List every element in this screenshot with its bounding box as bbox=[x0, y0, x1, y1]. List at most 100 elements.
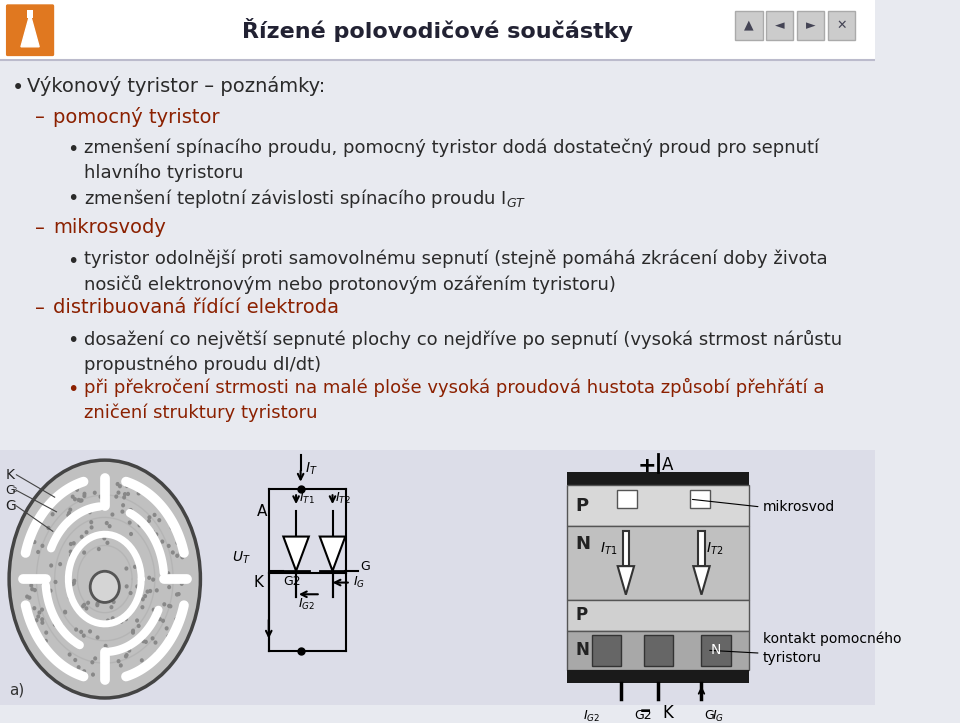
Circle shape bbox=[44, 575, 49, 579]
Circle shape bbox=[33, 540, 36, 544]
Circle shape bbox=[44, 581, 48, 585]
Circle shape bbox=[77, 546, 81, 550]
Circle shape bbox=[89, 520, 93, 524]
FancyBboxPatch shape bbox=[566, 526, 749, 599]
Circle shape bbox=[118, 484, 122, 488]
Circle shape bbox=[54, 580, 58, 584]
Circle shape bbox=[29, 583, 34, 588]
Circle shape bbox=[125, 566, 129, 570]
Circle shape bbox=[156, 547, 160, 552]
Ellipse shape bbox=[9, 460, 201, 698]
Circle shape bbox=[180, 581, 183, 586]
Circle shape bbox=[33, 588, 36, 592]
Circle shape bbox=[96, 636, 100, 640]
Text: a): a) bbox=[9, 683, 24, 698]
Circle shape bbox=[146, 589, 150, 594]
Circle shape bbox=[166, 571, 170, 576]
Circle shape bbox=[67, 511, 71, 515]
Circle shape bbox=[133, 565, 137, 569]
Circle shape bbox=[104, 650, 108, 654]
Circle shape bbox=[67, 652, 72, 656]
Circle shape bbox=[125, 484, 129, 488]
Text: •: • bbox=[67, 189, 79, 208]
Text: mikrosvod: mikrosvod bbox=[762, 500, 835, 514]
FancyBboxPatch shape bbox=[689, 490, 709, 508]
Circle shape bbox=[162, 602, 166, 607]
Circle shape bbox=[144, 629, 148, 633]
Text: $I_{G2}$: $I_{G2}$ bbox=[584, 709, 600, 723]
FancyBboxPatch shape bbox=[766, 11, 794, 40]
Circle shape bbox=[143, 594, 147, 598]
Circle shape bbox=[127, 511, 131, 515]
Text: ✕: ✕ bbox=[836, 19, 847, 32]
Circle shape bbox=[67, 586, 71, 590]
Circle shape bbox=[49, 563, 53, 568]
Text: tyristor odolnější proti samovolnému sepnutí (stejně pomáhá zkrácení doby života: tyristor odolnější proti samovolnému sep… bbox=[84, 249, 828, 294]
Circle shape bbox=[88, 629, 92, 633]
Circle shape bbox=[176, 541, 180, 545]
Circle shape bbox=[59, 562, 62, 566]
Circle shape bbox=[148, 515, 152, 520]
Circle shape bbox=[147, 576, 152, 580]
Polygon shape bbox=[320, 536, 346, 571]
Circle shape bbox=[106, 541, 109, 545]
Circle shape bbox=[68, 596, 72, 600]
Circle shape bbox=[91, 672, 95, 677]
Text: $I_T$: $I_T$ bbox=[305, 460, 318, 476]
Circle shape bbox=[44, 630, 48, 635]
Circle shape bbox=[71, 582, 75, 586]
Text: +: + bbox=[637, 456, 657, 476]
Circle shape bbox=[51, 512, 55, 516]
Circle shape bbox=[36, 549, 40, 554]
Text: G2: G2 bbox=[283, 575, 300, 588]
Circle shape bbox=[40, 617, 44, 622]
Text: –: – bbox=[36, 108, 45, 127]
Circle shape bbox=[179, 552, 182, 555]
Circle shape bbox=[49, 589, 53, 593]
Circle shape bbox=[39, 576, 43, 580]
FancyBboxPatch shape bbox=[698, 531, 705, 566]
FancyBboxPatch shape bbox=[797, 11, 825, 40]
Text: •: • bbox=[67, 331, 79, 351]
Circle shape bbox=[83, 550, 86, 555]
Circle shape bbox=[81, 604, 85, 608]
Circle shape bbox=[110, 513, 114, 517]
Circle shape bbox=[90, 571, 119, 602]
Circle shape bbox=[72, 578, 77, 583]
Text: G: G bbox=[360, 560, 370, 573]
Circle shape bbox=[63, 610, 67, 615]
Circle shape bbox=[73, 513, 78, 517]
Text: $I_{T2}$: $I_{T2}$ bbox=[335, 492, 351, 506]
Circle shape bbox=[35, 618, 38, 623]
Text: G: G bbox=[705, 709, 714, 722]
Text: ►: ► bbox=[806, 19, 816, 32]
Circle shape bbox=[180, 555, 184, 560]
Circle shape bbox=[129, 591, 132, 595]
Circle shape bbox=[171, 550, 175, 555]
Text: $_2$: $_2$ bbox=[12, 485, 17, 495]
Circle shape bbox=[60, 624, 63, 628]
Circle shape bbox=[111, 600, 116, 604]
Circle shape bbox=[36, 576, 39, 580]
Text: A: A bbox=[662, 456, 674, 474]
Circle shape bbox=[40, 544, 44, 548]
Circle shape bbox=[151, 578, 156, 582]
Circle shape bbox=[132, 628, 135, 633]
Circle shape bbox=[137, 523, 141, 527]
FancyBboxPatch shape bbox=[623, 531, 629, 566]
FancyBboxPatch shape bbox=[735, 11, 762, 40]
Circle shape bbox=[89, 526, 93, 529]
Circle shape bbox=[167, 604, 171, 608]
Circle shape bbox=[80, 498, 84, 502]
Text: dosažení co největší sepnuté plochy co nejdříve po sepnutí (vysoká strmost nárůs: dosažení co největší sepnuté plochy co n… bbox=[84, 330, 842, 374]
Polygon shape bbox=[283, 536, 309, 571]
Circle shape bbox=[134, 554, 138, 558]
Circle shape bbox=[155, 589, 158, 593]
Circle shape bbox=[95, 603, 99, 607]
Circle shape bbox=[148, 589, 153, 593]
FancyBboxPatch shape bbox=[566, 630, 749, 669]
Circle shape bbox=[83, 494, 86, 498]
Circle shape bbox=[80, 535, 84, 539]
Text: K: K bbox=[6, 468, 14, 482]
Circle shape bbox=[168, 604, 173, 609]
